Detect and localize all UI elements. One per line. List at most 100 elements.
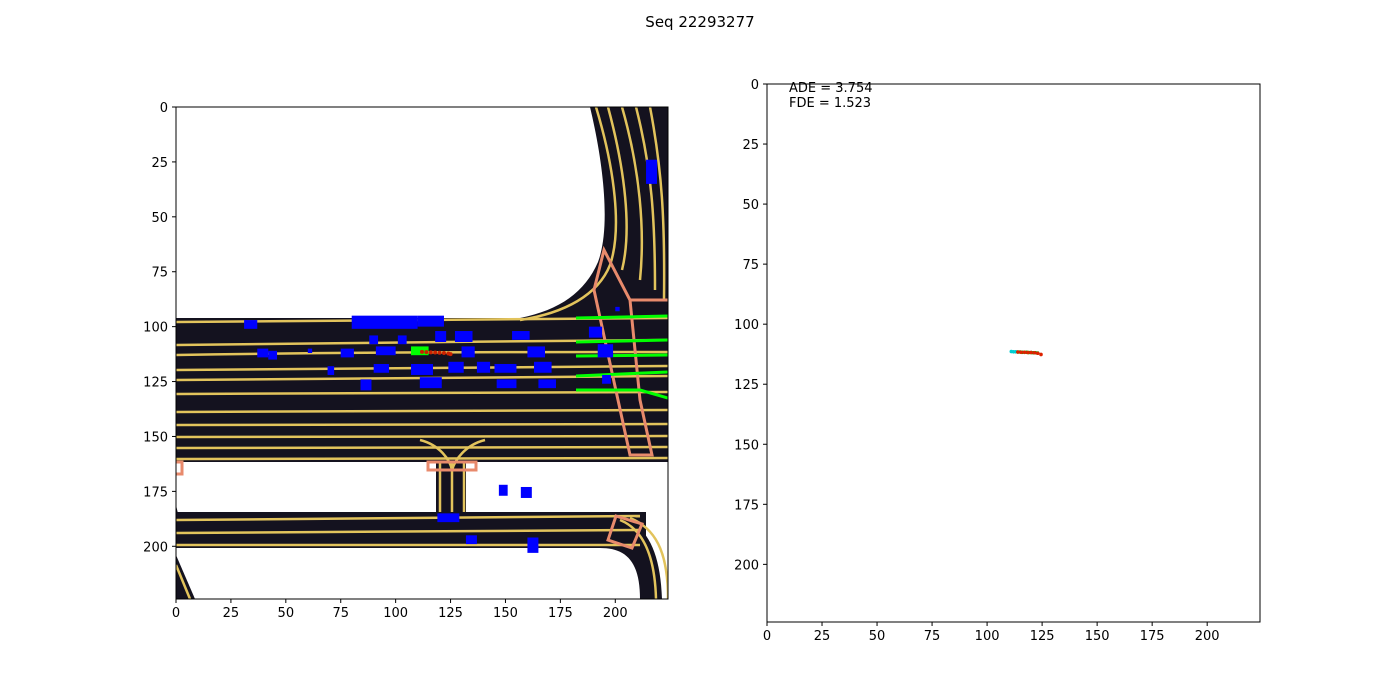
vehicle (340, 348, 354, 358)
vehicle (602, 374, 611, 384)
map-panel: 0 25 50 75 100 125 150 175 200 0 25 50 75 100 125 150 1… (143, 101, 669, 621)
map-y-tick-label: 125 (143, 376, 168, 391)
map-x-tick-label: 50 (278, 606, 295, 621)
vehicle (527, 346, 545, 358)
trajectory-x-tick-label: 50 (869, 629, 886, 644)
trajectory-point (1035, 351, 1040, 356)
map-x-tick-label: 100 (383, 606, 408, 621)
trajectory-point (1019, 350, 1024, 355)
map-y-tick-label: 100 (143, 321, 168, 336)
trajectory-x-tick-label: 200 (1195, 629, 1220, 644)
trajectory-point (1039, 352, 1043, 357)
map-x-tick-label: 125 (438, 606, 463, 621)
vehicle (411, 363, 433, 375)
vehicle (375, 346, 396, 356)
map-x-tick-label: 150 (493, 606, 518, 621)
map-trajectory-point (424, 350, 429, 355)
vehicle (437, 513, 460, 523)
trajectory-y-tick-label: 100 (734, 318, 759, 333)
map-x-tick-label: 200 (603, 606, 628, 621)
trajectory-y-tick-label: 0 (751, 78, 759, 93)
map-y-axis: 0 25 50 75 100 125 150 175 200 (143, 101, 176, 555)
trajectory-y-tick-label: 75 (742, 258, 759, 273)
vehicle (588, 326, 603, 338)
trajectory-y-tick-label: 175 (734, 498, 759, 513)
diagonal-road (176, 555, 195, 599)
vehicle (534, 361, 552, 373)
trajectory-y-axis: 0 25 50 75 100 125 150 175 200 (734, 78, 767, 573)
vehicle (454, 331, 473, 343)
curved-road (520, 107, 668, 318)
map-trajectory-point (420, 349, 424, 354)
map-trajectory (420, 349, 453, 357)
trajectory-x-tick-label: 150 (1085, 629, 1110, 644)
vehicle (520, 486, 532, 498)
vehicle (351, 315, 418, 329)
map-y-tick-label: 0 (160, 101, 168, 116)
map-x-tick-label: 175 (548, 606, 573, 621)
map-frame (175, 106, 669, 600)
vehicle (465, 535, 477, 545)
vehicle (538, 379, 556, 389)
vehicle (369, 335, 379, 345)
crosswalks (176, 245, 668, 550)
vehicle (494, 363, 517, 373)
map-y-tick-label: 25 (151, 156, 168, 171)
map-trajectory-point (433, 350, 438, 355)
trajectory-point (1032, 350, 1037, 355)
vehicle (476, 361, 491, 373)
lane-lines (176, 107, 668, 599)
fde-annotation: FDE = 1.523 (789, 96, 871, 111)
map-y-tick-label: 50 (151, 211, 168, 226)
trajectory-point (1016, 350, 1020, 354)
vehicle (527, 537, 539, 553)
vehicle (512, 331, 530, 340)
map-y-tick-label: 200 (143, 540, 168, 555)
trajectory-x-axis: 0 25 50 75 100 125 150 175 200 (763, 622, 1220, 644)
map-x-axis: 0 25 50 75 100 125 150 175 200 (172, 599, 628, 621)
figure-title: Seq 22293277 (645, 13, 754, 31)
ego-vehicle (411, 346, 429, 356)
vehicles (244, 159, 658, 553)
vehicle (498, 484, 508, 496)
ade-annotation: ADE = 3.754 (789, 81, 873, 96)
vehicle (496, 379, 517, 389)
trajectory-x-tick-label: 75 (924, 629, 941, 644)
vehicle (327, 366, 335, 375)
vehicle (307, 348, 313, 353)
trajectory-x-tick-label: 125 (1030, 629, 1055, 644)
trajectory-y-tick-label: 200 (734, 558, 759, 573)
trajectory-points (1009, 349, 1043, 357)
map-y-tick-label: 175 (143, 485, 168, 500)
map-x-tick-label: 0 (172, 606, 180, 621)
trajectory-point (1026, 350, 1030, 355)
trajectory-panel: ADE = 3.754 FDE = 1.523 0 25 50 75 100 125 150… (734, 78, 1261, 644)
vehicle (268, 350, 278, 360)
vehicle (257, 348, 269, 358)
vehicle (615, 306, 620, 312)
map-x-tick-label: 25 (223, 606, 240, 621)
map-trajectory-point (441, 351, 446, 355)
vehicle (597, 344, 614, 358)
vehicle (244, 320, 258, 329)
trajectory-y-tick-label: 150 (734, 438, 759, 453)
trajectory-x-tick-label: 0 (763, 629, 771, 644)
vehicle (360, 379, 372, 391)
vehicle (435, 331, 447, 343)
trajectory-y-tick-label: 50 (742, 198, 759, 213)
trajectory-x-tick-label: 175 (1140, 629, 1165, 644)
vehicle (397, 335, 407, 345)
map-y-tick-label: 75 (151, 266, 168, 281)
vehicle (448, 361, 464, 373)
trajectory-x-tick-label: 25 (814, 629, 831, 644)
trajectory-y-tick-label: 25 (742, 138, 759, 153)
trajectory-point (1029, 350, 1033, 355)
map-y-tick-label: 150 (143, 430, 168, 445)
trajectory-point (1022, 350, 1027, 355)
map-trajectory-point (428, 350, 433, 355)
trajectory-y-tick-label: 125 (734, 378, 759, 393)
ego-paths (575, 314, 668, 400)
vehicle (417, 315, 444, 327)
map-image (176, 107, 668, 599)
